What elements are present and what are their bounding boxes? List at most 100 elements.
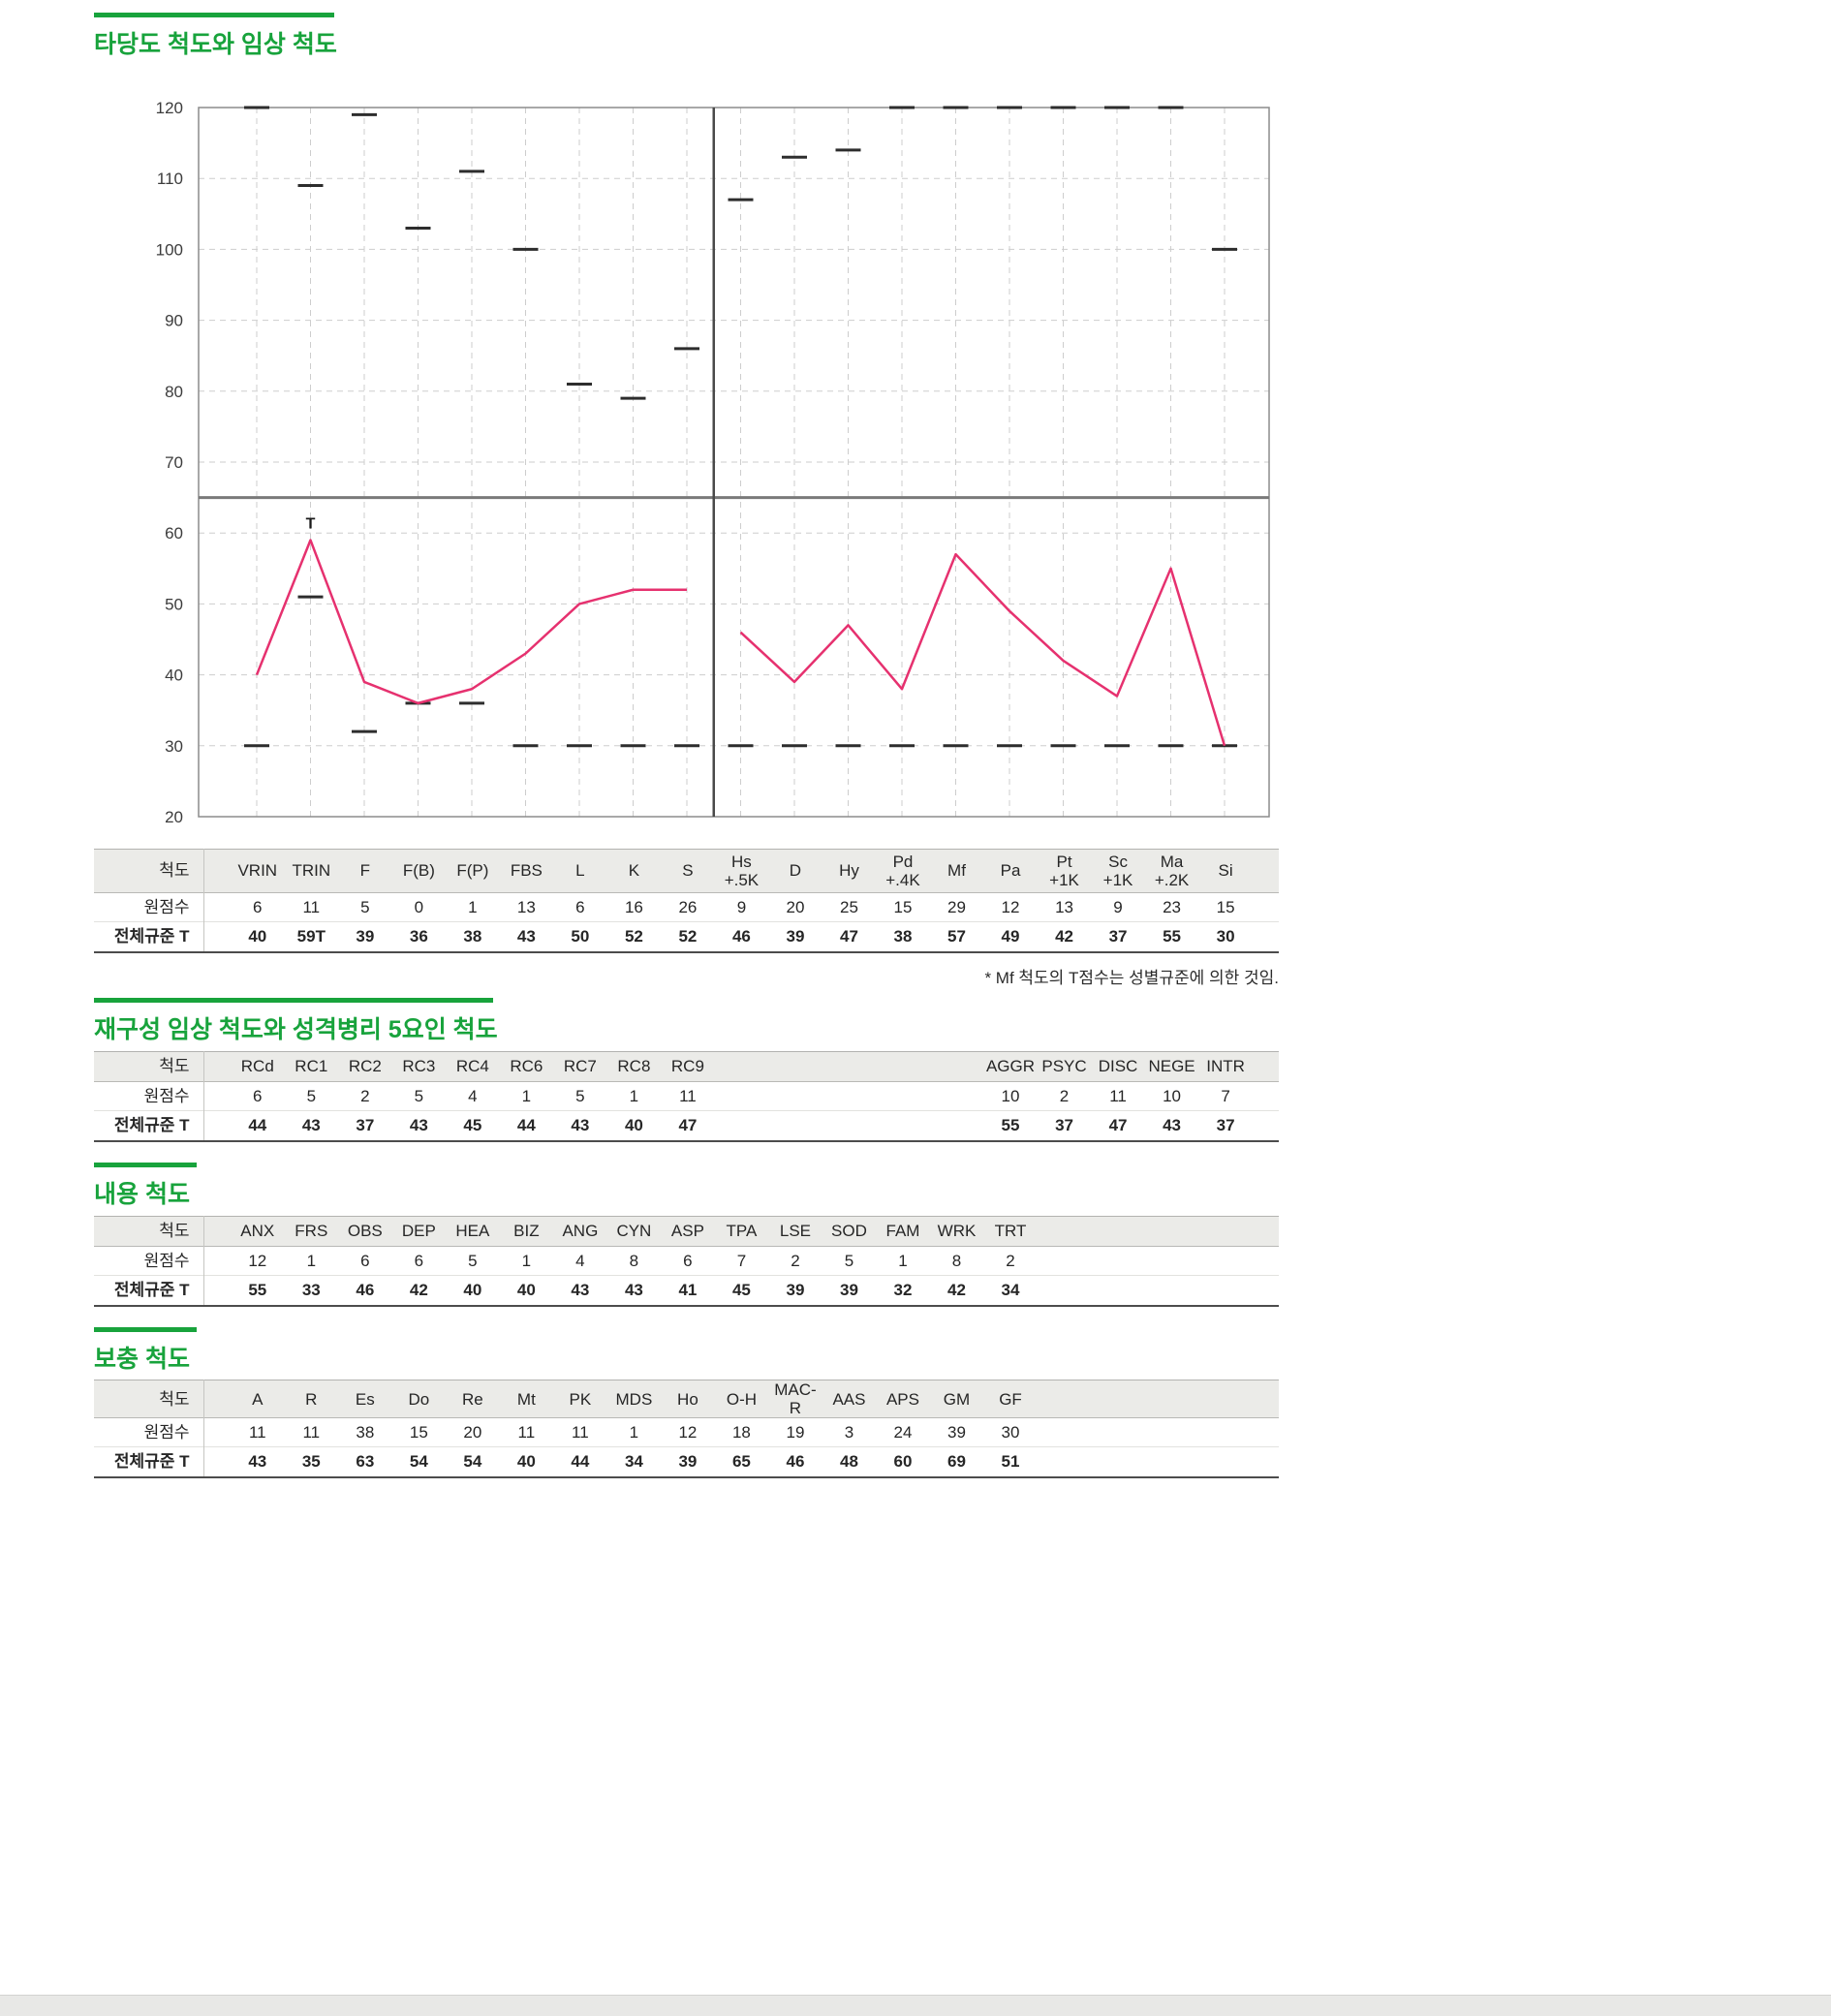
mf-footnote: * Mf 척도의 T점수는 성별규준에 의한 것임. bbox=[984, 969, 1279, 987]
spacer-cell bbox=[1253, 1111, 1279, 1141]
section-title-rc-psy5: 재구성 임상 척도와 성격병리 5요인 척도 bbox=[94, 1016, 498, 1043]
t-score-cell: 46 bbox=[786, 1452, 805, 1472]
scale-name-cell: Mt bbox=[516, 1389, 536, 1409]
scale-name-cell: PSYC bbox=[1041, 1057, 1087, 1076]
content-table-wrap: 척도 ANX FRS OBS DEP HEA BIZ ANG CYN ASP TPA LSE SOD FA… bbox=[94, 1216, 1279, 1307]
h-gridlines bbox=[199, 177, 1269, 747]
t-score-cell: 43 bbox=[516, 927, 536, 946]
empty-cell bbox=[1198, 1418, 1253, 1447]
empty-cell bbox=[876, 1082, 930, 1111]
v-gridlines bbox=[256, 108, 1226, 817]
t-score-cell: 55 bbox=[1001, 1116, 1020, 1135]
validity-clinical-table: 척도 VRIN TRIN F F(B) F(P) FBS L K S Hs +.5K D Hy Pd +.… bbox=[94, 849, 1279, 953]
row-label: 원점수 bbox=[94, 1417, 204, 1447]
svg-text:T: T bbox=[306, 516, 316, 533]
t-score-cell: 54 bbox=[409, 1452, 428, 1472]
spacer-cell bbox=[203, 850, 231, 893]
empty-cell bbox=[1091, 1418, 1145, 1447]
raw-score-cell: 6 bbox=[253, 1086, 263, 1105]
row-label: 원점수 bbox=[94, 1246, 204, 1276]
empty-cell bbox=[1145, 1247, 1199, 1276]
accent-bar-content bbox=[94, 1163, 197, 1167]
scale-name-cell: RC7 bbox=[563, 1057, 597, 1076]
scale-name-cell: AGGR bbox=[985, 1057, 1036, 1076]
empty-cell bbox=[930, 1111, 984, 1141]
empty-cell bbox=[768, 1082, 822, 1111]
svg-text:30: 30 bbox=[165, 737, 183, 756]
trin-annotation: T bbox=[306, 516, 316, 533]
scale-name-cell: MDS bbox=[615, 1389, 653, 1409]
raw-score-cell: 6 bbox=[253, 897, 263, 916]
spacer-cell bbox=[203, 893, 231, 922]
scale-name-cell: Re bbox=[461, 1389, 483, 1409]
t-score-cell: 42 bbox=[1055, 927, 1073, 946]
scale-name-cell: K bbox=[628, 861, 640, 881]
scale-name-cell: WRK bbox=[937, 1222, 977, 1241]
empty-cell bbox=[768, 1111, 822, 1141]
scale-name-cell: F bbox=[359, 861, 371, 881]
spacer-cell bbox=[1253, 893, 1279, 922]
row-label: 전체규준 T bbox=[94, 1110, 204, 1141]
t-score-cell: 43 bbox=[1163, 1116, 1182, 1135]
spacer-cell bbox=[1253, 1418, 1279, 1447]
accent-bar-rc-psy5 bbox=[94, 998, 493, 1003]
scale-name-cell: INTR bbox=[1206, 1057, 1245, 1076]
t-score-cell: 42 bbox=[947, 1281, 966, 1300]
raw-score-cell: 15 bbox=[1216, 897, 1235, 916]
empty-cell bbox=[1091, 1380, 1145, 1418]
t-score-cell: 48 bbox=[840, 1452, 858, 1472]
t-score-cell: 37 bbox=[1108, 927, 1128, 946]
scale-name-cell: Sc +1K bbox=[1102, 852, 1133, 889]
spacer-cell bbox=[1253, 922, 1279, 952]
scale-name-cell: CYN bbox=[616, 1222, 652, 1241]
scale-name-cell: TRT bbox=[994, 1222, 1027, 1241]
empty-cell bbox=[1198, 1217, 1253, 1247]
spacer-cell bbox=[1253, 1082, 1279, 1111]
scale-name-cell: MAC-R bbox=[774, 1380, 817, 1418]
row-label: 척도 bbox=[94, 1216, 204, 1247]
t-score-cell: 52 bbox=[678, 927, 698, 946]
svg-text:40: 40 bbox=[165, 667, 183, 685]
scale-name-cell: ANX bbox=[240, 1222, 275, 1241]
svg-text:70: 70 bbox=[165, 453, 183, 472]
raw-score-cell: 11 bbox=[517, 1423, 536, 1442]
scale-name-cell: RC4 bbox=[455, 1057, 489, 1076]
scale-name-cell: Pa bbox=[1000, 861, 1021, 881]
raw-score-cell: 30 bbox=[1001, 1423, 1020, 1442]
raw-score-cell: 1 bbox=[468, 897, 478, 916]
raw-score-cell: 12 bbox=[1001, 897, 1020, 916]
t-score-cell: 47 bbox=[1108, 1116, 1128, 1135]
raw-score-cell: 3 bbox=[844, 1423, 854, 1442]
scale-name-cell: O-H bbox=[726, 1389, 758, 1409]
empty-cell bbox=[715, 1111, 769, 1141]
raw-score-cell: 4 bbox=[575, 1251, 585, 1270]
t-score-cell: 39 bbox=[840, 1281, 858, 1300]
t-score-cell: 42 bbox=[409, 1281, 428, 1300]
raw-score-cell: 5 bbox=[468, 1251, 478, 1270]
empty-cell bbox=[1198, 1276, 1253, 1306]
empty-cell bbox=[1091, 1447, 1145, 1477]
scale-name-cell: RC1 bbox=[295, 1057, 328, 1076]
profile-chart: 20 30 40 50 60 70 80 90 100 110 120 T bbox=[92, 85, 1303, 865]
empty-cell bbox=[1038, 1447, 1092, 1477]
supplementary-scales-table: 척도 A R Es Do Re Mt PK MDS Ho O-H MAC-R AAS APS GM GF 원점수… bbox=[94, 1380, 1279, 1478]
empty-cell bbox=[822, 1052, 877, 1082]
supplementary-table-wrap: 척도 A R Es Do Re Mt PK MDS Ho O-H MAC-R AAS APS GM GF 원점수… bbox=[94, 1380, 1279, 1478]
raw-score-cell: 11 bbox=[572, 1423, 589, 1442]
raw-score-cell: 29 bbox=[947, 897, 966, 916]
raw-score-cell: 15 bbox=[893, 897, 913, 916]
scale-name-cell: FAM bbox=[885, 1222, 920, 1241]
raw-score-cell: 20 bbox=[463, 1423, 482, 1442]
scale-name-cell: RCd bbox=[240, 1057, 274, 1076]
raw-score-cell: 10 bbox=[1163, 1086, 1182, 1105]
raw-score-cell: 6 bbox=[575, 897, 585, 916]
table-row: 전체규준 T 43 35 63 54 54 40 44 34 39 65 46 48 60 69 51 bbox=[94, 1446, 1279, 1477]
empty-cell bbox=[1198, 1447, 1253, 1477]
row-label: 척도 bbox=[94, 849, 204, 893]
raw-score-cell: 2 bbox=[791, 1251, 800, 1270]
spacer-cell bbox=[1253, 1447, 1279, 1477]
table-row: 원점수 11 11 38 15 20 11 11 1 12 18 19 3 24 39 30 bbox=[94, 1417, 1279, 1447]
t-score-cell: 39 bbox=[356, 927, 375, 946]
validity-clinical-table-wrap: 척도 VRIN TRIN F F(B) F(P) FBS L K S Hs +.5K D Hy Pd +.… bbox=[94, 849, 1279, 953]
svg-text:100: 100 bbox=[156, 240, 183, 259]
